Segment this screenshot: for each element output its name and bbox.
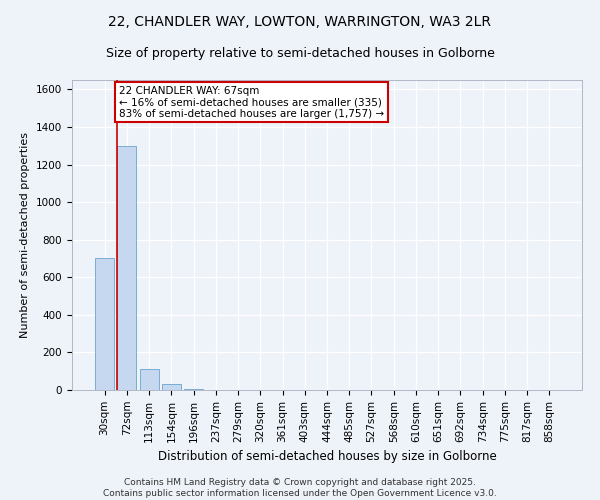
Text: Contains HM Land Registry data © Crown copyright and database right 2025.
Contai: Contains HM Land Registry data © Crown c… <box>103 478 497 498</box>
Bar <box>95 258 114 390</box>
Bar <box>140 370 158 390</box>
Text: Size of property relative to semi-detached houses in Golborne: Size of property relative to semi-detach… <box>106 48 494 60</box>
Y-axis label: Number of semi-detached properties: Number of semi-detached properties <box>20 132 31 338</box>
Text: 22, CHANDLER WAY, LOWTON, WARRINGTON, WA3 2LR: 22, CHANDLER WAY, LOWTON, WARRINGTON, WA… <box>109 15 491 29</box>
Text: 22 CHANDLER WAY: 67sqm
← 16% of semi-detached houses are smaller (335)
83% of se: 22 CHANDLER WAY: 67sqm ← 16% of semi-det… <box>119 86 384 119</box>
Bar <box>184 389 203 390</box>
X-axis label: Distribution of semi-detached houses by size in Golborne: Distribution of semi-detached houses by … <box>158 450 496 463</box>
Bar <box>162 384 181 390</box>
Bar <box>118 146 136 390</box>
